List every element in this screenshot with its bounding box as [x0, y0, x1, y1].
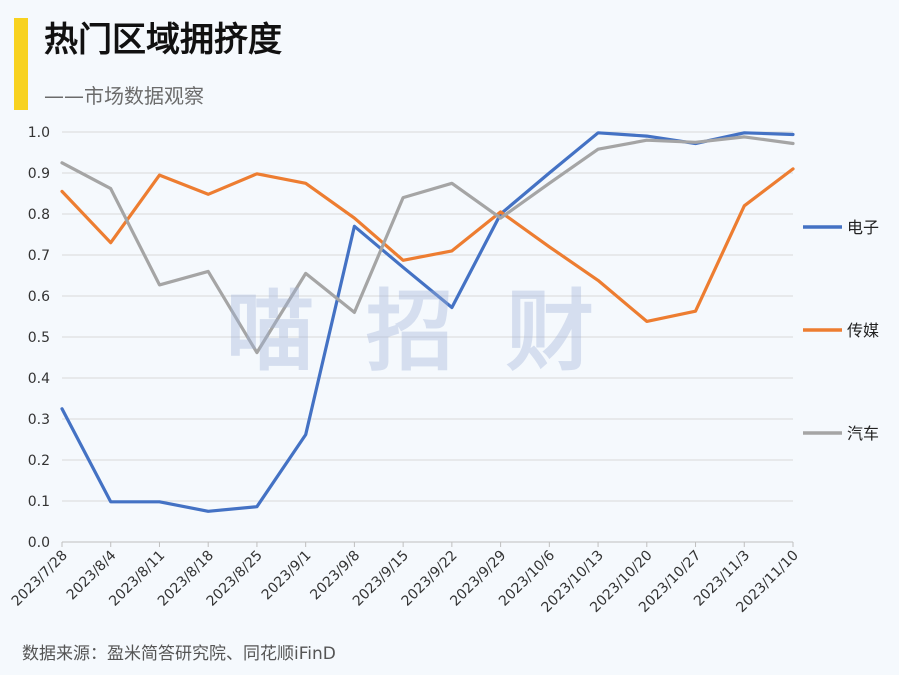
y-tick-label: 0.0 — [28, 535, 50, 551]
y-tick-label: 0.2 — [28, 453, 50, 469]
y-tick-label: 0.1 — [28, 494, 50, 510]
watermark: 喵招财 — [226, 280, 647, 383]
y-tick-label: 0.6 — [28, 289, 50, 305]
series-line — [60, 167, 795, 323]
x-tick-label: 2023/7/28 — [9, 548, 71, 610]
chart-subtitle: ——市场数据观察 — [44, 84, 204, 108]
y-tick-label: 0.7 — [28, 248, 50, 264]
legend-label: 汽车 — [847, 424, 879, 443]
x-tick-label: 2023/9/1 — [259, 548, 315, 604]
y-tick-label: 0.8 — [28, 207, 50, 223]
title-accent-bar — [14, 18, 28, 110]
data-source-note: 数据来源：盈米简答研究院、同花顺iFinD — [22, 644, 336, 664]
legend-label: 传媒 — [847, 321, 879, 340]
series-line — [60, 135, 795, 355]
y-tick-label: 0.4 — [28, 371, 50, 387]
chart-title: 热门区域拥挤度 — [44, 20, 282, 60]
y-tick-label: 0.9 — [28, 166, 50, 182]
y-tick-label: 0.3 — [28, 412, 50, 428]
y-tick-label: 0.5 — [28, 330, 50, 346]
legend-label: 电子 — [847, 218, 879, 237]
y-tick-label: 1.0 — [28, 125, 50, 141]
